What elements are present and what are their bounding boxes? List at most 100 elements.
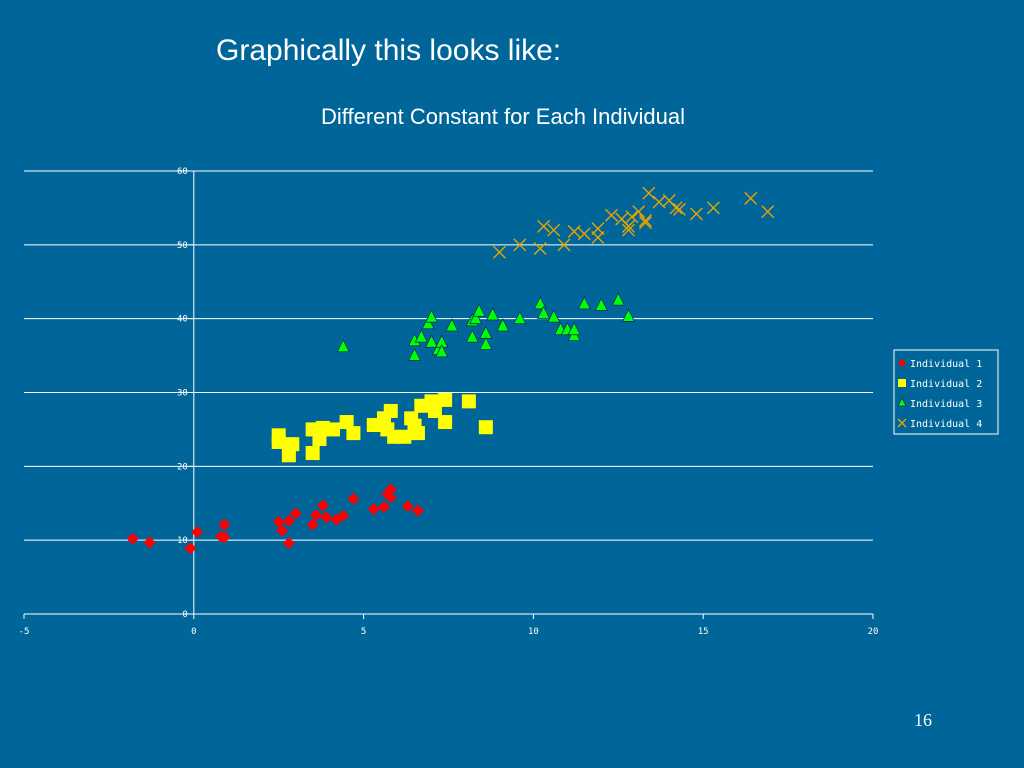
data-point [557, 238, 571, 252]
data-point [445, 318, 459, 332]
slide-title: Graphically this looks like: [216, 34, 562, 67]
data-point [289, 507, 302, 520]
data-point [486, 307, 500, 321]
data-point [591, 230, 605, 244]
data-point [567, 321, 581, 336]
data-point [272, 515, 285, 528]
data-point [276, 524, 289, 537]
chart-title: Different Constant for Each Individual [320, 104, 686, 129]
y-axis-ticks: 0 10 20 30 40 50 60 [177, 167, 188, 620]
data-point [282, 537, 295, 550]
data-point [672, 202, 686, 216]
legend-label: Individual 1 [910, 359, 982, 370]
data-point [632, 205, 646, 219]
data-point [492, 245, 506, 259]
data-point [306, 518, 319, 531]
data-point [424, 334, 439, 348]
data-point [744, 191, 758, 205]
y-tick-label: 10 [177, 536, 188, 546]
data-point [336, 338, 350, 353]
data-point [638, 213, 652, 227]
legend-marker [898, 359, 906, 367]
data-point [367, 503, 380, 516]
data-point [533, 296, 547, 310]
data-point [407, 347, 422, 361]
data-point [427, 403, 442, 418]
chart-legend: Individual 1 Individual 2 Individual 3 Indi… [893, 349, 999, 435]
legend-label: Individual 3 [910, 399, 982, 410]
y-tick-label: 0 [182, 610, 187, 620]
data-point [414, 329, 428, 343]
x-tick-label: 15 [698, 627, 709, 637]
data-point [577, 227, 591, 241]
legend-box [893, 349, 999, 435]
data-point [438, 415, 453, 430]
data-point [567, 225, 581, 239]
data-point [326, 422, 341, 437]
data-point [346, 426, 361, 441]
data-point [621, 219, 635, 233]
data-point [577, 296, 591, 310]
data-point [401, 500, 414, 513]
data-point [533, 242, 547, 256]
data-point [282, 514, 295, 527]
data-point [594, 297, 608, 311]
data-point [642, 186, 656, 200]
data-point [621, 308, 636, 322]
data-point [305, 446, 320, 461]
data-point [513, 310, 527, 325]
x-tick-label: 10 [528, 627, 539, 637]
data-point [478, 420, 493, 435]
data-point [377, 500, 390, 513]
data-point [513, 238, 527, 252]
data-point [421, 315, 435, 330]
legend-marker [897, 418, 907, 428]
data-point [547, 223, 561, 237]
data-point [438, 392, 453, 407]
y-tick-label: 50 [177, 241, 188, 251]
legend-label: Individual 2 [910, 379, 982, 390]
data-point [547, 309, 561, 323]
chart-points [126, 186, 775, 555]
data-point [397, 429, 412, 444]
y-tick-label: 30 [177, 389, 188, 399]
data-point [424, 309, 439, 323]
data-point [536, 305, 551, 319]
data-point [271, 434, 286, 449]
data-point [347, 492, 360, 505]
data-point [411, 504, 424, 517]
data-point [285, 437, 300, 452]
x-tick-label: -5 [19, 627, 30, 637]
data-point [706, 201, 720, 215]
legend-marker [898, 379, 906, 387]
x-tick-label: 0 [191, 627, 196, 637]
data-point [435, 343, 449, 358]
data-point [469, 310, 483, 325]
chart-grid [24, 170, 873, 615]
data-point [621, 223, 635, 237]
data-point [689, 207, 703, 221]
data-point [472, 303, 486, 317]
data-point [669, 201, 683, 215]
data-point [611, 292, 625, 306]
data-point [384, 483, 397, 496]
data-point [320, 511, 333, 524]
data-point [384, 491, 397, 504]
y-tick-label: 40 [177, 315, 188, 325]
data-point [143, 536, 156, 549]
data-point [638, 216, 652, 230]
data-point [337, 509, 350, 522]
data-point [479, 336, 493, 350]
data-point [410, 426, 425, 441]
data-point [310, 509, 323, 522]
data-point [312, 432, 327, 447]
data-point [316, 499, 329, 512]
data-point [496, 318, 510, 332]
data-point [184, 542, 197, 555]
data-point [126, 532, 139, 545]
legend-label: Individual 4 [910, 419, 982, 430]
data-point [761, 205, 775, 219]
x-tick-label: 5 [361, 627, 366, 637]
data-point [218, 518, 231, 531]
page-number: 16 [914, 710, 932, 730]
